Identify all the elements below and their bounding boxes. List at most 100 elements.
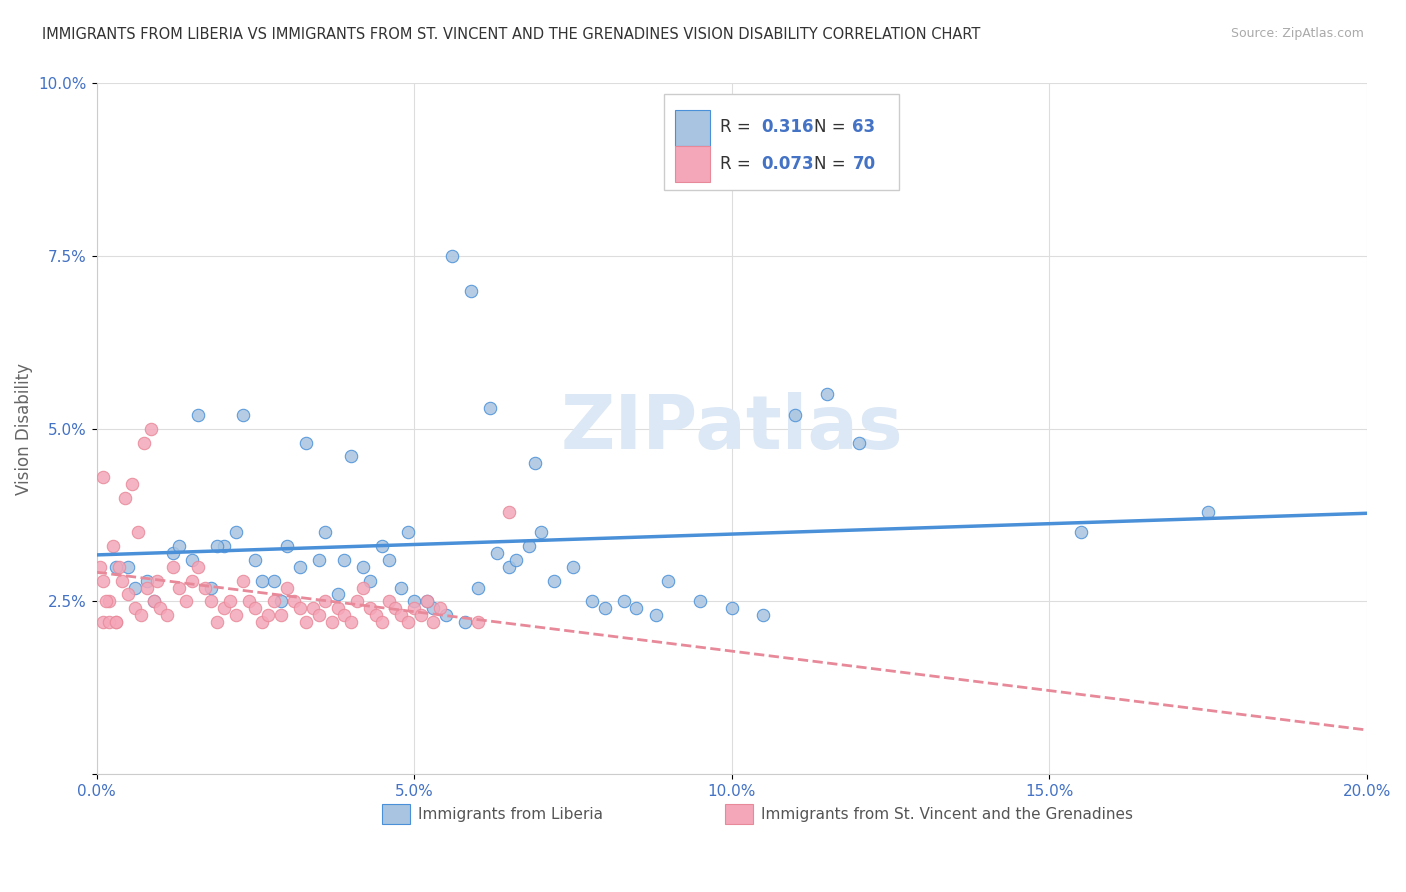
Point: [276, 539, 298, 553]
Point: [225, 525, 247, 540]
Point: [308, 553, 330, 567]
Y-axis label: Vision Disability: Vision Disability: [15, 363, 32, 495]
FancyBboxPatch shape: [665, 94, 900, 191]
Point: [104, 615, 127, 629]
Point: [352, 581, 374, 595]
Point: [593, 601, 616, 615]
Point: [339, 615, 361, 629]
Point: [124, 601, 146, 615]
Point: [104, 615, 127, 629]
Point: [180, 553, 202, 567]
Point: [314, 525, 336, 540]
Point: [308, 608, 330, 623]
Point: [98, 615, 121, 629]
Point: [613, 594, 636, 608]
Point: [238, 594, 260, 608]
Point: [467, 615, 489, 629]
Point: [142, 594, 165, 608]
Point: [250, 615, 273, 629]
Point: [1197, 505, 1219, 519]
Point: [364, 608, 387, 623]
Point: [127, 525, 149, 540]
Point: [657, 574, 679, 588]
Point: [139, 422, 162, 436]
Text: ZIPatlas: ZIPatlas: [561, 392, 903, 466]
Point: [263, 594, 285, 608]
FancyBboxPatch shape: [675, 146, 710, 182]
FancyBboxPatch shape: [382, 805, 411, 823]
Point: [752, 608, 775, 623]
Point: [301, 601, 323, 615]
Point: [384, 601, 406, 615]
Point: [276, 581, 298, 595]
Point: [250, 574, 273, 588]
Point: [339, 450, 361, 464]
Point: [498, 505, 520, 519]
Point: [378, 553, 401, 567]
Point: [404, 594, 426, 608]
Point: [416, 594, 439, 608]
Text: Immigrants from St. Vincent and the Grenadines: Immigrants from St. Vincent and the Gren…: [761, 806, 1133, 822]
Point: [460, 284, 482, 298]
Point: [288, 559, 311, 574]
Point: [467, 581, 489, 595]
Text: 0.073: 0.073: [761, 155, 814, 173]
Text: IMMIGRANTS FROM LIBERIA VS IMMIGRANTS FROM ST. VINCENT AND THE GRENADINES VISION: IMMIGRANTS FROM LIBERIA VS IMMIGRANTS FR…: [42, 27, 980, 42]
Point: [288, 601, 311, 615]
Point: [295, 435, 318, 450]
Point: [194, 581, 217, 595]
Point: [167, 539, 190, 553]
Text: N =: N =: [814, 155, 851, 173]
Point: [326, 601, 349, 615]
Point: [352, 559, 374, 574]
Point: [422, 601, 444, 615]
Point: [429, 601, 451, 615]
Text: 70: 70: [852, 155, 876, 173]
Point: [111, 574, 134, 588]
Point: [314, 594, 336, 608]
Point: [89, 559, 111, 574]
Point: [333, 608, 356, 623]
Point: [562, 559, 585, 574]
Point: [359, 574, 381, 588]
Point: [225, 608, 247, 623]
Point: [404, 601, 426, 615]
Point: [129, 608, 152, 623]
Text: R =: R =: [720, 155, 756, 173]
Point: [581, 594, 603, 608]
Point: [543, 574, 565, 588]
Point: [359, 601, 381, 615]
Text: 63: 63: [852, 118, 876, 136]
Point: [422, 615, 444, 629]
FancyBboxPatch shape: [675, 110, 710, 145]
Point: [212, 539, 235, 553]
Point: [104, 559, 127, 574]
Point: [1070, 525, 1092, 540]
Point: [257, 608, 280, 623]
Text: 0.316: 0.316: [761, 118, 814, 136]
Point: [117, 559, 139, 574]
Point: [283, 594, 305, 608]
Point: [517, 539, 540, 553]
Point: [167, 581, 190, 595]
Point: [346, 594, 368, 608]
Point: [270, 608, 292, 623]
Point: [91, 615, 114, 629]
FancyBboxPatch shape: [725, 805, 754, 823]
Point: [187, 559, 209, 574]
Point: [391, 581, 413, 595]
Point: [187, 408, 209, 422]
Point: [155, 608, 177, 623]
Point: [142, 594, 165, 608]
Point: [434, 608, 457, 623]
Point: [180, 574, 202, 588]
Point: [270, 594, 292, 608]
Point: [263, 574, 285, 588]
Point: [207, 615, 229, 629]
Point: [162, 546, 184, 560]
Point: [149, 601, 172, 615]
Point: [391, 608, 413, 623]
Text: Source: ZipAtlas.com: Source: ZipAtlas.com: [1230, 27, 1364, 40]
Point: [626, 601, 648, 615]
Point: [98, 594, 121, 608]
